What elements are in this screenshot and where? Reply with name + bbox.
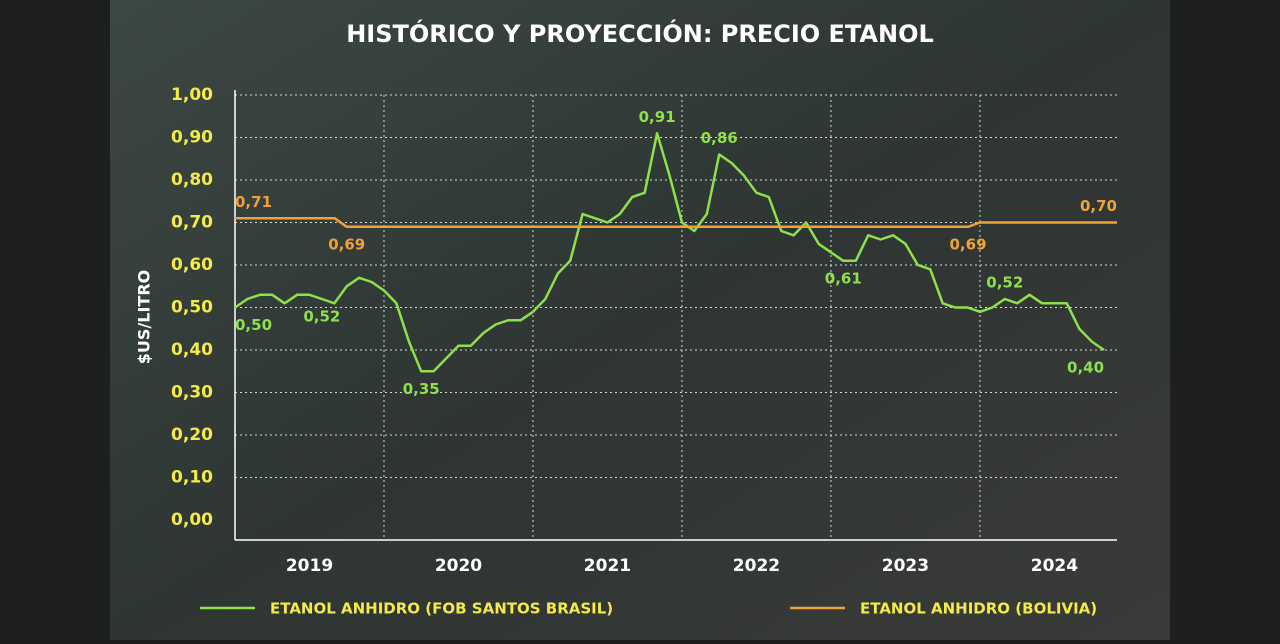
chart-title: HISTÓRICO Y PROYECCIÓN: PRECIO ETANOL: [346, 18, 934, 48]
data-label: 0,40: [1067, 359, 1104, 377]
data-label: 0,50: [235, 316, 272, 334]
y-tick-label: 0,40: [171, 340, 213, 360]
y-tick-label: 0,70: [171, 213, 213, 233]
y-tick-label: 0,30: [171, 383, 213, 403]
y-tick-label: 0,10: [171, 468, 213, 488]
x-tick-label: 2022: [733, 556, 780, 576]
x-tick-label: 2019: [286, 556, 333, 576]
x-tick-label: 2023: [882, 556, 929, 576]
y-tick-label: 0,80: [171, 170, 213, 190]
y-tick-label: 0,60: [171, 255, 213, 275]
photo-area: [110, 0, 1170, 640]
y-tick-label: 0,50: [171, 298, 213, 318]
x-tick-label: 2021: [584, 556, 631, 576]
y-tick-label: 0,90: [171, 128, 213, 148]
data-label: 0,91: [639, 108, 676, 126]
data-label: 0,61: [825, 269, 862, 287]
data-label: 0,35: [403, 380, 440, 398]
y-axis-title: $US/LITRO: [135, 270, 154, 364]
y-tick-label: 0,00: [171, 510, 213, 530]
data-label: 0,70: [1080, 197, 1117, 215]
x-tick-label: 2024: [1031, 556, 1078, 576]
data-label: 0,71: [235, 193, 272, 211]
data-label: 0,52: [303, 308, 340, 326]
y-tick-label: 1,00: [171, 85, 213, 105]
data-label: 0,69: [328, 235, 365, 253]
legend-label: ETANOL ANHIDRO (FOB SANTOS BRASIL): [270, 600, 613, 618]
legend-label: ETANOL ANHIDRO (BOLIVIA): [860, 600, 1097, 618]
data-label: 0,52: [986, 274, 1023, 292]
series-line: [234, 132, 1105, 373]
data-label: 0,69: [950, 235, 987, 253]
data-label: 0,86: [701, 129, 738, 147]
x-tick-label: 2020: [435, 556, 482, 576]
y-tick-label: 0,20: [171, 425, 213, 445]
series-line: [235, 217, 1117, 229]
